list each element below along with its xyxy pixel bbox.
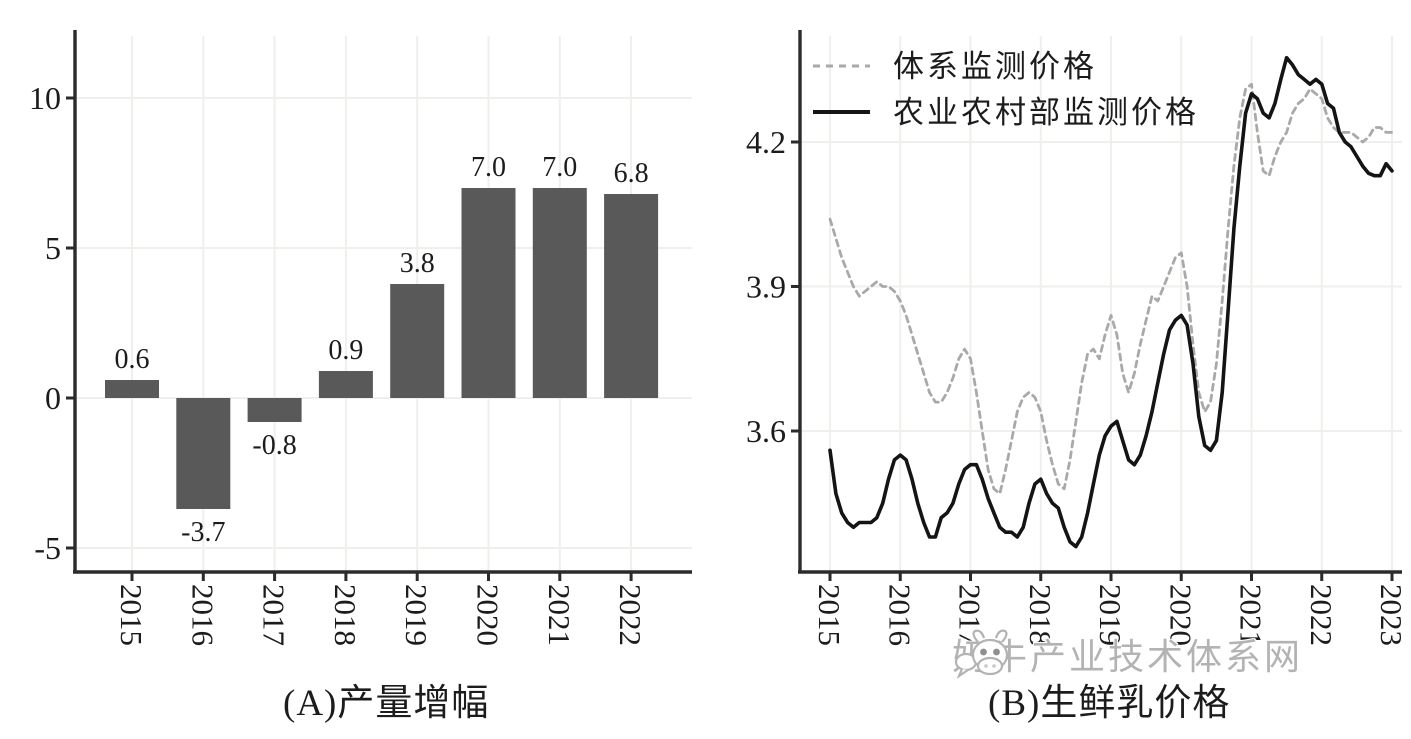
series-line-solid (828, 55, 1394, 549)
y-tick-label: 10 (29, 80, 61, 116)
bar-2019 (390, 284, 445, 398)
bar-value-label: -3.7 (181, 517, 225, 548)
x-tick-label: 2022 (1304, 584, 1339, 646)
bar-value-label: -0.8 (252, 430, 296, 461)
bar-value-label: 7.0 (542, 152, 577, 183)
bar-value-label: 0.9 (328, 335, 363, 366)
x-tick-label: 2021 (1234, 584, 1269, 646)
y-tick-label: 5 (45, 230, 61, 266)
x-tick-label: 2020 (1163, 584, 1198, 646)
bar-value-label: 3.8 (400, 248, 435, 279)
y-tick-label: -5 (34, 530, 61, 566)
x-tick-label: 2018 (1023, 584, 1058, 646)
panel-a-bar-chart: 0.6 -3.7 -0.8 0.9 3.8 7.0 7.0 6.8 10 5 0 -5 2015 2016… (29, 30, 692, 646)
bar-2016 (176, 398, 231, 509)
x-tick-label: 2016 (185, 584, 220, 646)
x-tick-label: 2021 (542, 584, 577, 646)
bar-2020 (461, 188, 516, 398)
bar-2018 (318, 371, 373, 398)
y-tick-label: 0 (45, 380, 61, 416)
bar-2021 (532, 188, 587, 398)
x-tick-label: 2018 (328, 584, 363, 646)
y-tick-label: 3.6 (746, 413, 786, 449)
x-tick-label: 2022 (613, 584, 648, 646)
y-tick-label: 3.9 (746, 269, 786, 305)
x-tick-label: 2017 (953, 584, 988, 646)
bar-2015 (105, 380, 159, 398)
x-tick-label: 2015 (114, 584, 149, 646)
panel-a-caption: (A)产量增幅 (283, 683, 490, 724)
x-tick-label: 2015 (812, 584, 847, 646)
x-tick-label: 2019 (1093, 584, 1128, 646)
bar-value-label: 0.6 (115, 344, 150, 375)
x-tick-label: 2019 (399, 584, 434, 646)
x-tick-label: 2016 (882, 584, 917, 646)
x-tick-label: 2023 (1374, 584, 1409, 646)
bar-value-label: 6.8 (614, 158, 649, 189)
x-tick-label: 2017 (257, 584, 292, 646)
bar-2022 (604, 194, 659, 398)
x-tick-label: 2020 (471, 584, 506, 646)
panel-b-caption: (B)生鲜乳价格 (988, 683, 1231, 724)
series-line-dashed (828, 82, 1394, 496)
legend-label: 体系监测价格 (893, 49, 1097, 84)
bar-value-label: 7.0 (471, 152, 506, 183)
legend-label: 农业农村部监测价格 (893, 95, 1199, 130)
y-tick-label: 4.2 (746, 124, 786, 160)
bar-2017 (247, 398, 302, 422)
